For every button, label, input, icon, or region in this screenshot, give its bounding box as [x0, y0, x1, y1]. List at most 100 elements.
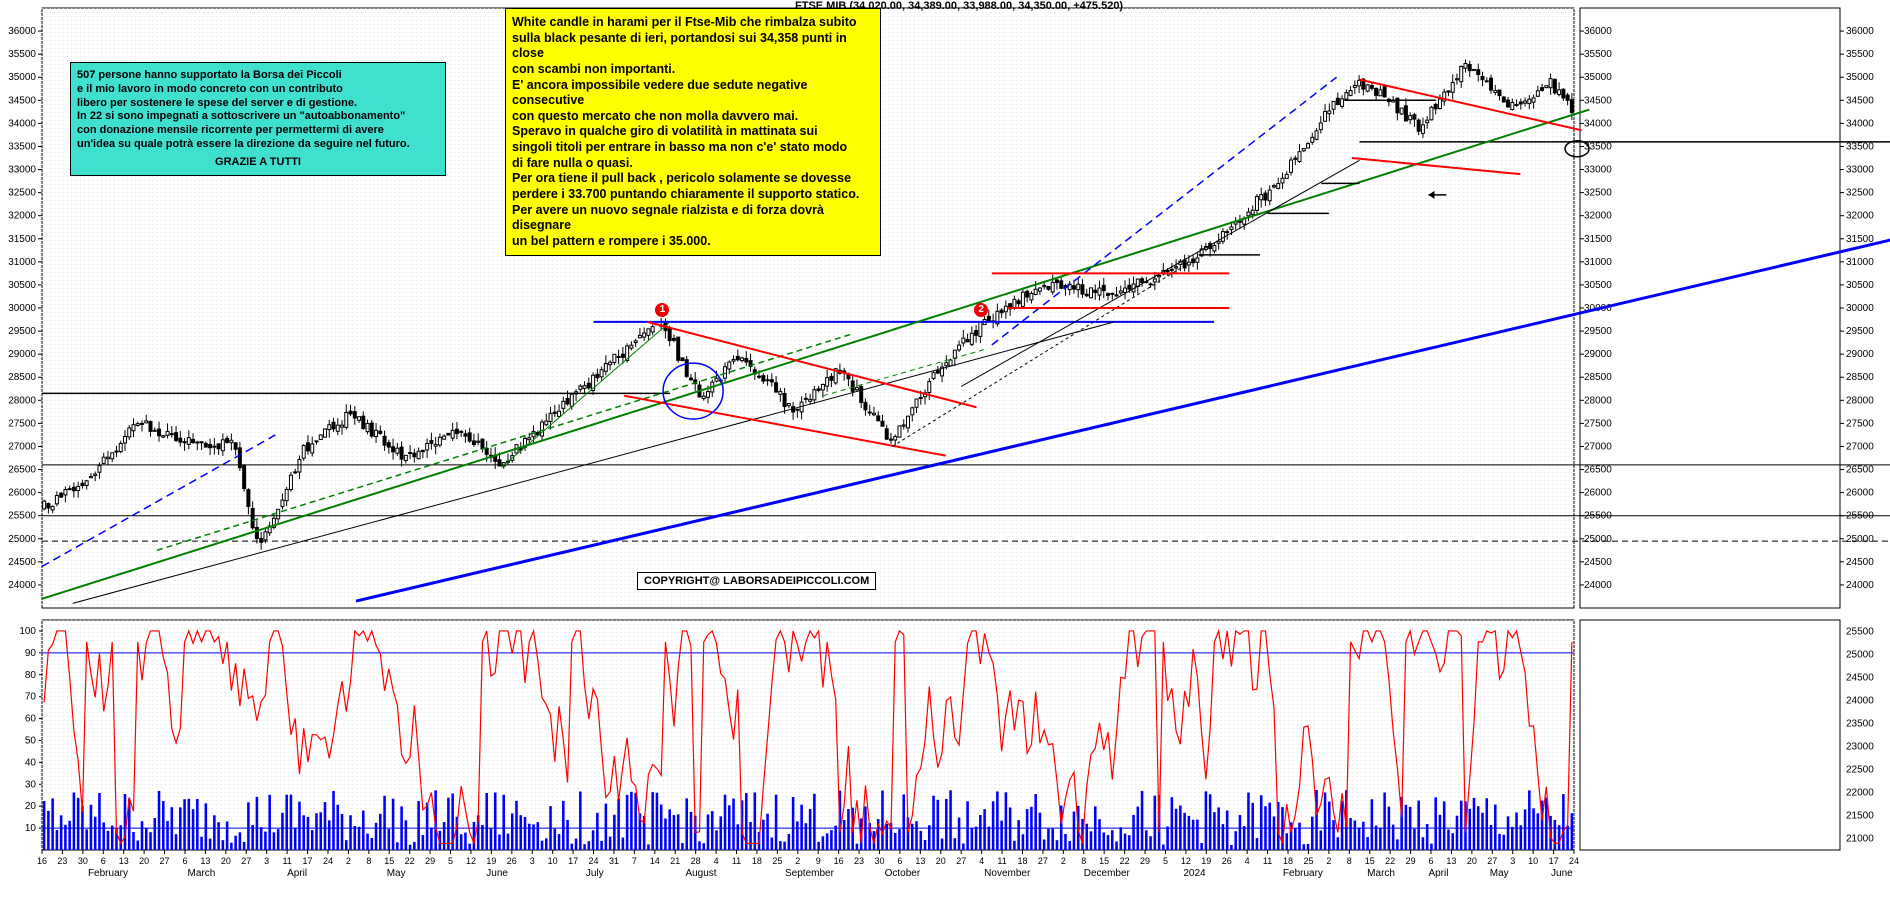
- svg-text:8: 8: [1347, 856, 1352, 866]
- svg-text:4: 4: [1245, 856, 1250, 866]
- svg-text:20: 20: [221, 856, 231, 866]
- svg-text:21: 21: [670, 856, 680, 866]
- svg-text:27: 27: [1487, 856, 1497, 866]
- svg-text:22500: 22500: [1846, 765, 1874, 776]
- svg-text:24000: 24000: [1584, 580, 1612, 591]
- svg-text:31: 31: [609, 856, 619, 866]
- svg-text:34000: 34000: [8, 118, 36, 129]
- svg-text:23000: 23000: [1846, 742, 1874, 753]
- svg-text:6: 6: [897, 856, 902, 866]
- svg-text:2024: 2024: [1183, 868, 1206, 879]
- svg-text:November: November: [984, 868, 1031, 879]
- svg-text:16: 16: [834, 856, 844, 866]
- svg-text:October: October: [885, 868, 921, 879]
- svg-text:24500: 24500: [8, 557, 36, 568]
- svg-text:13: 13: [915, 856, 925, 866]
- svg-text:7: 7: [632, 856, 637, 866]
- chart-container: FTSE MIB (34,020.00, 34,389.00, 33,988.0…: [0, 0, 1890, 903]
- svg-text:31500: 31500: [1584, 234, 1612, 245]
- svg-text:12: 12: [466, 856, 476, 866]
- svg-text:26500: 26500: [8, 465, 36, 476]
- svg-text:24: 24: [323, 856, 333, 866]
- svg-text:28000: 28000: [1846, 395, 1874, 406]
- copyright-label: COPYRIGHT@ LABORSADEIPICCOLI.COM: [637, 572, 876, 590]
- svg-text:2: 2: [346, 856, 351, 866]
- svg-text:25000: 25000: [1584, 534, 1612, 545]
- svg-text:70: 70: [25, 692, 37, 703]
- svg-text:18: 18: [1017, 856, 1027, 866]
- svg-text:10: 10: [25, 823, 37, 834]
- svg-text:20: 20: [1467, 856, 1477, 866]
- svg-text:29000: 29000: [1846, 349, 1874, 360]
- svg-text:2: 2: [1326, 856, 1331, 866]
- svg-text:28: 28: [691, 856, 701, 866]
- svg-text:9: 9: [816, 856, 821, 866]
- svg-text:21500: 21500: [1846, 811, 1874, 822]
- svg-text:26000: 26000: [1846, 488, 1874, 499]
- svg-text:23500: 23500: [1846, 719, 1874, 730]
- svg-text:18: 18: [1283, 856, 1293, 866]
- svg-text:17: 17: [303, 856, 313, 866]
- svg-text:26500: 26500: [1584, 465, 1612, 476]
- svg-text:11: 11: [732, 856, 741, 866]
- svg-text:35500: 35500: [8, 49, 36, 60]
- svg-text:May: May: [1490, 868, 1509, 879]
- svg-text:17: 17: [1549, 856, 1559, 866]
- svg-text:31500: 31500: [8, 234, 36, 245]
- svg-text:33000: 33000: [1846, 165, 1874, 176]
- svg-text:April: April: [1428, 868, 1448, 879]
- svg-text:28500: 28500: [1584, 372, 1612, 383]
- svg-text:34000: 34000: [1846, 118, 1874, 129]
- svg-text:100: 100: [19, 626, 36, 637]
- svg-text:24000: 24000: [1846, 696, 1874, 707]
- svg-text:26500: 26500: [1846, 465, 1874, 476]
- svg-text:5: 5: [1163, 856, 1168, 866]
- svg-text:15: 15: [1365, 856, 1375, 866]
- svg-text:April: April: [287, 868, 307, 879]
- svg-text:May: May: [387, 868, 406, 879]
- svg-text:27000: 27000: [1584, 441, 1612, 452]
- svg-text:60: 60: [25, 714, 37, 725]
- svg-text:24500: 24500: [1584, 557, 1612, 568]
- svg-text:31000: 31000: [8, 257, 36, 268]
- svg-text:27000: 27000: [1846, 441, 1874, 452]
- svg-text:27: 27: [1038, 856, 1048, 866]
- svg-text:22: 22: [1120, 856, 1130, 866]
- svg-text:29: 29: [425, 856, 435, 866]
- svg-text:30: 30: [874, 856, 884, 866]
- svg-text:14: 14: [650, 856, 660, 866]
- svg-text:25500: 25500: [8, 511, 36, 522]
- svg-text:13: 13: [1446, 856, 1456, 866]
- svg-text:36000: 36000: [1846, 26, 1874, 37]
- svg-text:36000: 36000: [1584, 26, 1612, 37]
- svg-text:26: 26: [1222, 856, 1232, 866]
- svg-text:28000: 28000: [8, 395, 36, 406]
- svg-text:22: 22: [1385, 856, 1395, 866]
- svg-text:90: 90: [25, 648, 37, 659]
- svg-text:6: 6: [101, 856, 106, 866]
- svg-text:35500: 35500: [1846, 49, 1874, 60]
- svg-text:30: 30: [25, 779, 37, 790]
- svg-text:18: 18: [752, 856, 762, 866]
- svg-text:27500: 27500: [1584, 418, 1612, 429]
- svg-text:2: 2: [795, 856, 800, 866]
- svg-text:3: 3: [1510, 856, 1515, 866]
- svg-text:25500: 25500: [1846, 627, 1874, 638]
- svg-text:34000: 34000: [1584, 118, 1612, 129]
- svg-text:35000: 35000: [8, 72, 36, 83]
- svg-text:34500: 34500: [1846, 95, 1874, 106]
- svg-text:29500: 29500: [1846, 326, 1874, 337]
- svg-text:33500: 33500: [1846, 141, 1874, 152]
- svg-text:31000: 31000: [1584, 257, 1612, 268]
- svg-text:32000: 32000: [8, 211, 36, 222]
- svg-text:3: 3: [530, 856, 535, 866]
- svg-text:32500: 32500: [1846, 188, 1874, 199]
- svg-text:24: 24: [589, 856, 599, 866]
- svg-text:32500: 32500: [1584, 188, 1612, 199]
- svg-text:29: 29: [1406, 856, 1416, 866]
- svg-text:23: 23: [57, 856, 67, 866]
- svg-text:24000: 24000: [8, 580, 36, 591]
- svg-text:29500: 29500: [8, 326, 36, 337]
- svg-text:12: 12: [1181, 856, 1191, 866]
- svg-text:50: 50: [25, 735, 37, 746]
